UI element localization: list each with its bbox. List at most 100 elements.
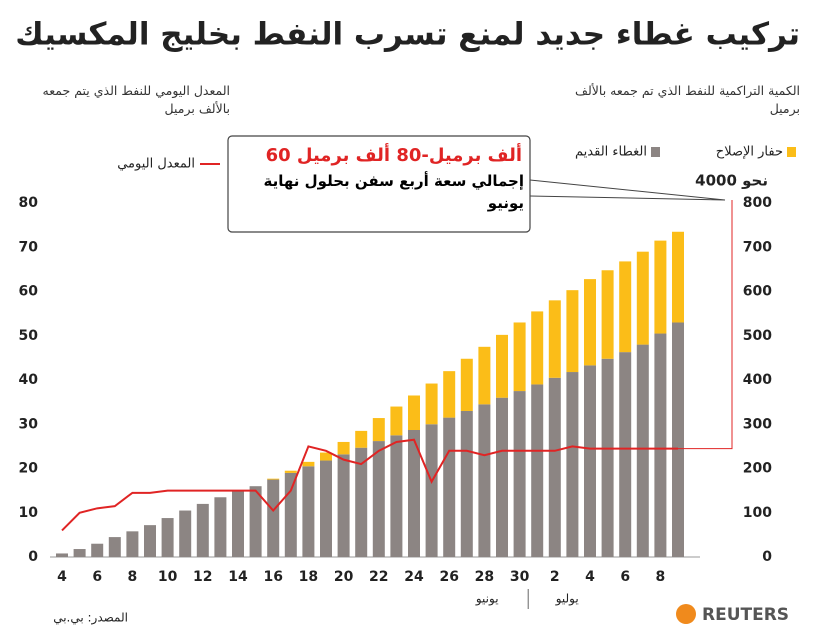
y2-tick-label: 300 bbox=[743, 416, 772, 432]
bar bbox=[566, 372, 579, 557]
x-tick-label: 26 bbox=[439, 569, 458, 585]
y-tick-label: 80 bbox=[19, 195, 39, 211]
bar bbox=[320, 452, 332, 461]
logo-icon bbox=[676, 604, 696, 624]
annotation-box bbox=[227, 135, 531, 233]
y-tick-label: 0 bbox=[28, 549, 38, 565]
legend-label: الغطاء القديم bbox=[575, 145, 647, 160]
bar bbox=[337, 454, 350, 557]
bar bbox=[566, 290, 579, 373]
annotation-headline: 60 ألف برميل-80 ألف برميل bbox=[266, 143, 522, 166]
y-tick-label: 60 bbox=[19, 284, 39, 300]
bar bbox=[619, 261, 632, 353]
bar bbox=[531, 311, 544, 385]
month-label: يوليو bbox=[555, 592, 579, 607]
legend-label: حفار الإصلاح bbox=[716, 145, 783, 160]
bar bbox=[478, 346, 491, 405]
x-tick-label: 30 bbox=[510, 569, 530, 585]
y-axis-label: المعدل اليومي للنفط الذي يتم جمعه بالألف… bbox=[42, 83, 230, 116]
bar bbox=[161, 518, 174, 557]
bar bbox=[601, 270, 614, 359]
bar bbox=[460, 410, 473, 557]
annotation-pointer bbox=[529, 179, 726, 201]
bar bbox=[372, 418, 385, 442]
legend-label: المعدل اليومي bbox=[117, 157, 195, 172]
y-tick-label: 50 bbox=[19, 328, 39, 344]
y-tick-label: 40 bbox=[19, 372, 39, 388]
source: المصدر: بي.بي bbox=[53, 611, 128, 626]
x-tick-label: 20 bbox=[334, 569, 354, 585]
bar bbox=[443, 417, 456, 557]
bar bbox=[390, 406, 403, 436]
x-tick-label: 28 bbox=[475, 569, 494, 585]
bar bbox=[584, 279, 596, 366]
bar bbox=[126, 531, 139, 557]
bar bbox=[478, 404, 491, 557]
bar bbox=[320, 460, 332, 557]
bar bbox=[672, 322, 684, 557]
line bbox=[61, 438, 678, 532]
bar bbox=[654, 333, 667, 557]
bar bbox=[513, 322, 526, 392]
bar bbox=[408, 395, 420, 431]
bar bbox=[636, 344, 649, 557]
month-label: يونيو bbox=[475, 592, 499, 607]
annotation-text: إجمالي سعة أربع سفن بحلول نهاية يونيو bbox=[263, 172, 524, 212]
y2-tick-label: 700 bbox=[743, 239, 772, 255]
y2-tick-label: 100 bbox=[743, 505, 772, 521]
bar bbox=[408, 430, 420, 557]
bar bbox=[302, 461, 315, 467]
x-tick-label: 8 bbox=[656, 569, 666, 585]
bar bbox=[267, 478, 280, 480]
bar bbox=[548, 300, 561, 378]
note: نحو 4000 bbox=[695, 172, 768, 190]
x-tick-label: 4 bbox=[585, 569, 595, 585]
bar bbox=[636, 251, 649, 345]
y-tick-label: 30 bbox=[19, 416, 39, 432]
bar bbox=[355, 447, 368, 557]
bar bbox=[284, 472, 297, 557]
y2-axis-label: الكمية التراكمية للنفط الذي تم جمعه بالأ… bbox=[575, 83, 800, 116]
bar bbox=[355, 430, 368, 448]
y2-tick-label: 400 bbox=[743, 372, 772, 388]
bar bbox=[425, 383, 438, 425]
bar bbox=[496, 334, 508, 398]
bar bbox=[302, 466, 315, 557]
x-tick-label: 18 bbox=[299, 569, 318, 585]
bar bbox=[232, 491, 244, 557]
y2-axis-label-box: الكمية التراكمية للنفط الذي تم جمعه بالأ… bbox=[575, 83, 800, 116]
bar bbox=[654, 240, 667, 334]
y2-tick-label: 200 bbox=[743, 461, 772, 477]
bar bbox=[249, 486, 262, 557]
bar bbox=[672, 231, 684, 323]
y-tick-label: 10 bbox=[19, 505, 39, 521]
bar bbox=[425, 424, 438, 557]
bar bbox=[443, 371, 456, 418]
x-tick-label: 16 bbox=[263, 569, 282, 585]
bar bbox=[619, 352, 632, 557]
y2-tick-label: 500 bbox=[743, 328, 772, 344]
chart-title: تركيب غطاء جديد لمنع تسرب النفط بخليج ال… bbox=[15, 17, 800, 53]
bar bbox=[601, 358, 614, 557]
y-axis-label-box: المعدل اليومي للنفط الذي يتم جمعه بالألف… bbox=[42, 83, 230, 116]
x-tick-label: 12 bbox=[193, 569, 212, 585]
bar bbox=[337, 441, 350, 455]
line-connector bbox=[678, 200, 733, 450]
legend-swatch bbox=[651, 147, 660, 157]
x-tick-label: 2 bbox=[550, 569, 560, 585]
bar bbox=[196, 503, 209, 557]
annotation-text-box: إجمالي سعة أربع سفن بحلول نهاية يونيو bbox=[263, 172, 524, 212]
x-tick-label: 6 bbox=[92, 569, 102, 585]
bar bbox=[584, 365, 596, 557]
bar bbox=[531, 384, 544, 557]
bar bbox=[56, 553, 68, 557]
bar bbox=[267, 479, 280, 557]
bar bbox=[460, 358, 473, 411]
y-tick-label: 70 bbox=[19, 239, 39, 255]
x-tick-label: 6 bbox=[620, 569, 630, 585]
bar bbox=[179, 510, 192, 557]
logo: REUTERS bbox=[702, 605, 789, 625]
bar bbox=[214, 497, 227, 557]
y-tick-label: 20 bbox=[19, 461, 39, 477]
